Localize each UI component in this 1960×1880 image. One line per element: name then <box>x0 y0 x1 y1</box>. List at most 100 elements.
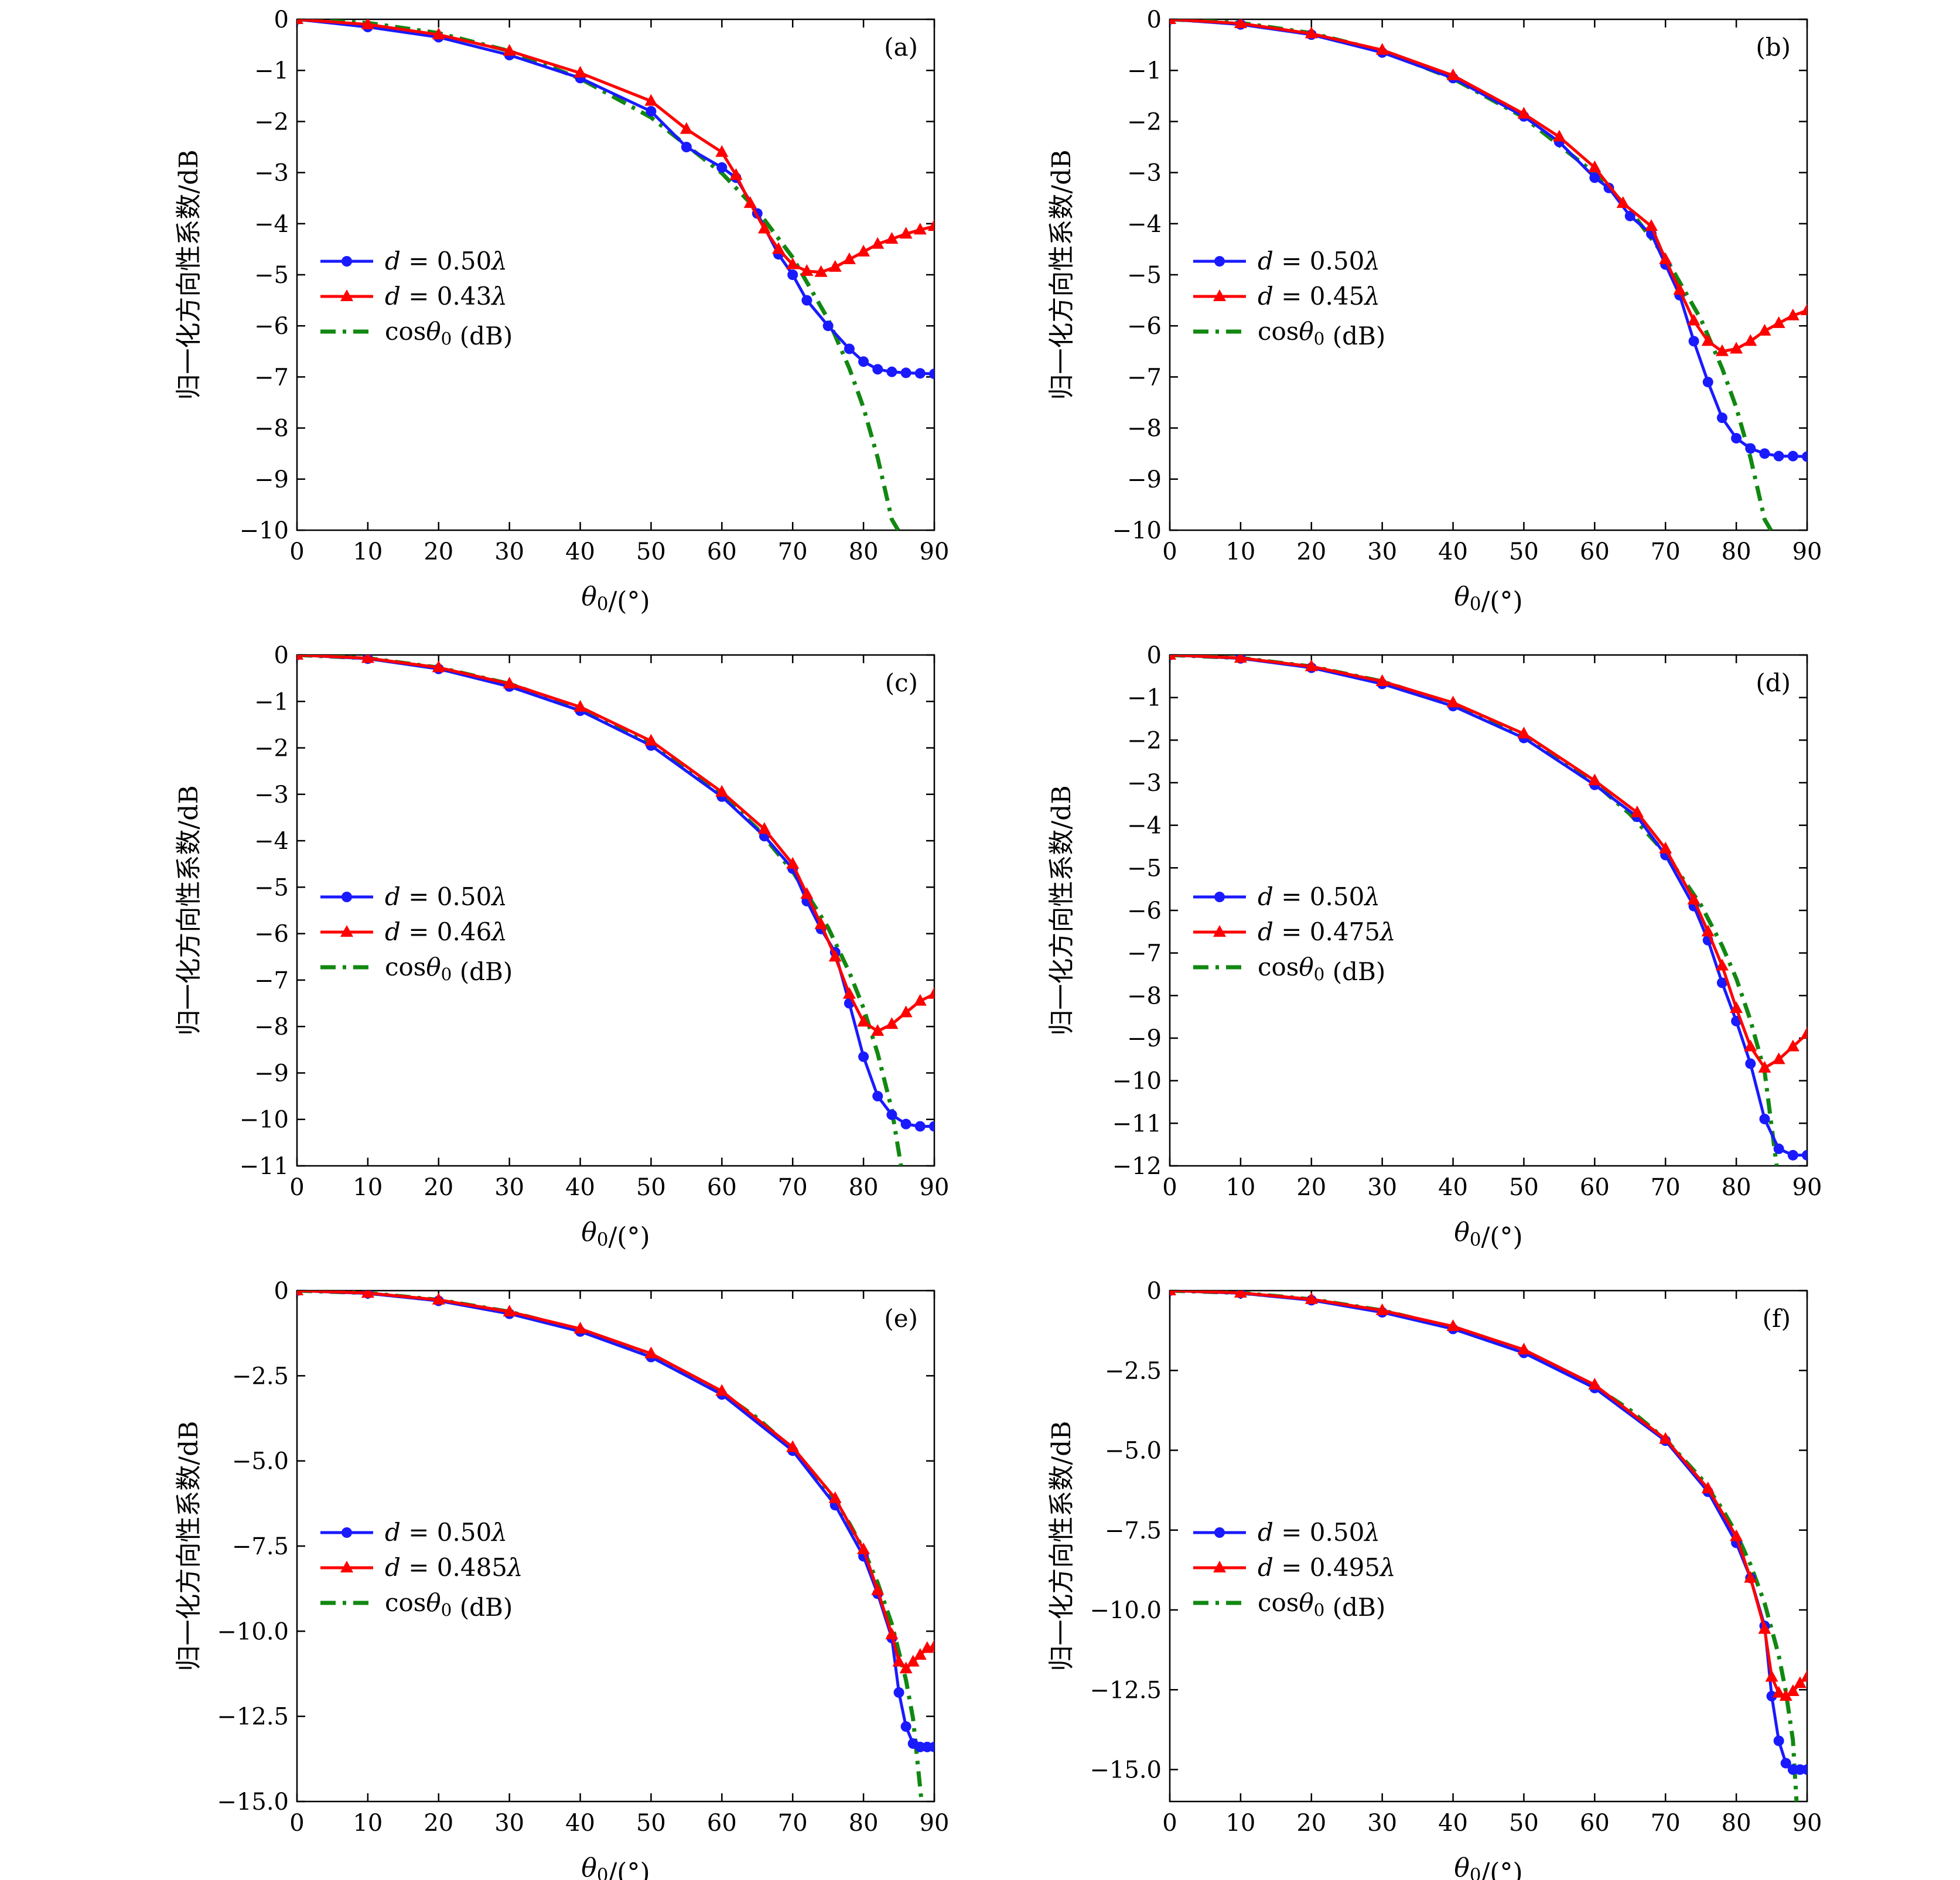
x-tick-label: 90 <box>1792 1174 1822 1201</box>
data-point-triangle <box>1375 674 1389 687</box>
x-tick-label: 80 <box>1722 538 1751 565</box>
y-tick-label: −10.0 <box>217 1618 289 1645</box>
data-point-circle <box>646 105 657 117</box>
x-tick-label: 0 <box>289 538 304 565</box>
data-point-circle <box>886 366 897 377</box>
data-point-triangle <box>297 655 303 660</box>
data-point-circle <box>893 1687 904 1698</box>
y-tick-label: −2 <box>254 108 289 135</box>
y-tick-label: −11 <box>1112 1110 1162 1137</box>
data-point-triangle <box>906 1654 920 1667</box>
x-axis-title: θ0/(°) <box>1454 1217 1522 1252</box>
y-tick-label: −3 <box>254 782 289 808</box>
y-tick-label: −9 <box>254 466 289 493</box>
x-tick-label: 50 <box>636 538 666 565</box>
x-tick-label: 0 <box>1162 538 1177 565</box>
y-tick-label: −4 <box>254 828 289 855</box>
x-tick-label: 70 <box>778 538 808 565</box>
data-point-triangle <box>715 1384 729 1396</box>
data-point-triangle <box>1659 1432 1672 1444</box>
data-point-triangle <box>361 19 374 29</box>
y-axis-title: 归一化方向性系数/dB <box>174 1421 204 1671</box>
x-tick-label: 70 <box>778 1174 808 1201</box>
data-point-triangle <box>1659 252 1672 264</box>
data-point-circle <box>914 1121 926 1132</box>
legend: d = 0.50λ d = 0.43λ cosθ0 (dB) <box>320 247 513 350</box>
data-point-circle <box>844 343 855 354</box>
legend: d = 0.50λ d = 0.45λ cosθ0 (dB) <box>1193 247 1385 350</box>
chart-panel-f: 0 10 20 30 40 50 60 70 80 90 0 −2.5 −5.0 −7.5 −10.0 −12… <box>1047 1278 1822 1880</box>
data-point-triangle <box>1786 308 1799 320</box>
y-tick-label: −10 <box>240 1107 289 1134</box>
panel-label: (d) <box>1756 668 1791 697</box>
legend-label: d = 0.50λ <box>1258 247 1380 275</box>
legend-marker-triangle <box>340 1561 353 1572</box>
legend-label: cosθ0 (dB) <box>1258 317 1385 350</box>
data-point-triangle <box>1170 655 1176 660</box>
data-point-triangle <box>757 221 771 234</box>
data-point-triangle <box>1552 129 1566 142</box>
series-line-red <box>1170 1291 1807 1698</box>
x-tick-label: 40 <box>1438 538 1468 565</box>
data-point-triangle <box>1715 958 1729 971</box>
data-point-triangle <box>871 1583 885 1595</box>
legend-label: d = 0.50λ <box>385 1518 507 1547</box>
data-point-triangle <box>814 917 828 929</box>
y-tick-label: −6 <box>1127 898 1162 924</box>
data-point-triangle <box>644 733 658 746</box>
data-point-triangle <box>1772 1685 1785 1698</box>
y-tick-label: −2.5 <box>232 1363 289 1390</box>
x-tick-label: 90 <box>920 538 950 565</box>
legend-label: cosθ0 (dB) <box>1258 1588 1385 1622</box>
data-layer <box>1170 19 1807 530</box>
data-point-circle <box>716 162 728 173</box>
legend-label: cosθ0 (dB) <box>385 953 513 986</box>
y-tick-label: −7.5 <box>232 1533 289 1560</box>
x-tick-label: 70 <box>1651 1810 1681 1837</box>
data-point-circle <box>1759 1114 1770 1125</box>
data-point-triangle <box>573 700 587 712</box>
data-point-circle <box>1802 1764 1807 1775</box>
series-line-red <box>297 19 934 274</box>
data-point-circle <box>1773 1143 1784 1154</box>
x-tick-label: 20 <box>424 538 453 565</box>
data-point-triangle <box>857 1015 870 1027</box>
data-point-triangle <box>1772 316 1785 328</box>
data-layer <box>297 655 934 1166</box>
legend-label: d = 0.50λ <box>385 247 507 275</box>
series-line-blue <box>1170 655 1807 1157</box>
y-tick-label: −8 <box>254 415 289 442</box>
y-tick-label: −8 <box>1127 415 1162 442</box>
data-point-circle <box>1688 336 1699 347</box>
legend-label: d = 0.43λ <box>385 282 507 311</box>
legend-label: cosθ0 (dB) <box>385 317 513 350</box>
legend-marker-triangle <box>1213 1561 1226 1572</box>
data-point-triangle <box>1772 1052 1785 1064</box>
data-point-triangle <box>871 1024 885 1036</box>
y-tick-label: −3 <box>1127 770 1162 797</box>
legend-label: cosθ0 (dB) <box>385 1588 513 1622</box>
data-point-triangle <box>1446 1319 1460 1332</box>
data-point-circle <box>822 320 834 332</box>
data-point-triangle <box>1305 659 1318 671</box>
data-point-triangle <box>1446 68 1460 80</box>
data-point-triangle <box>361 655 374 663</box>
data-point-triangle <box>1588 773 1602 786</box>
y-tick-label: −12 <box>1112 1153 1162 1180</box>
data-point-triangle <box>757 822 771 834</box>
data-point-triangle <box>1701 334 1715 346</box>
data-point-triangle <box>899 1661 913 1674</box>
data-point-triangle <box>1234 1291 1247 1298</box>
data-layer <box>1170 655 1807 1166</box>
data-point-triangle <box>772 242 786 254</box>
data-point-triangle <box>1786 1039 1799 1052</box>
data-point-triangle <box>913 223 927 235</box>
data-point-triangle <box>1744 1571 1757 1583</box>
y-tick-label: −2 <box>254 735 289 762</box>
data-point-circle <box>1802 451 1807 462</box>
data-point-circle <box>1745 1058 1756 1069</box>
data-point-triangle <box>1730 1001 1743 1014</box>
data-point-triangle <box>786 1440 800 1452</box>
x-tick-label: 0 <box>289 1810 304 1837</box>
data-point-triangle <box>814 265 828 277</box>
